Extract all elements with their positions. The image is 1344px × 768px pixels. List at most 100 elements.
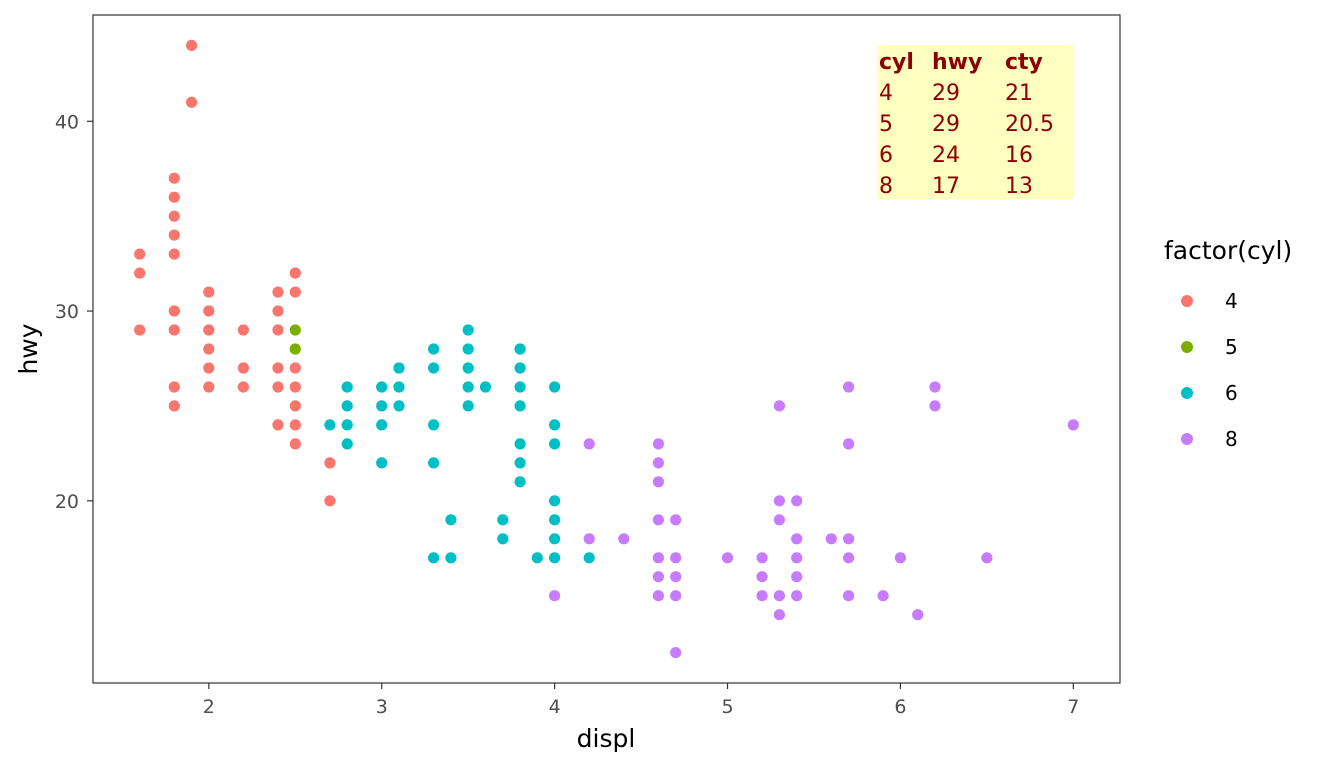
data-point-cyl-6 xyxy=(514,362,526,374)
data-point-cyl-8 xyxy=(670,571,682,583)
data-point-cyl-6 xyxy=(514,400,526,412)
table-cell: 21 xyxy=(1005,81,1033,106)
table-cell: 29 xyxy=(932,112,960,137)
table-cell: 8 xyxy=(879,174,893,199)
data-point-cyl-8 xyxy=(773,495,786,507)
data-point-cyl-8 xyxy=(670,552,682,564)
data-point-cyl-6 xyxy=(549,419,561,431)
data-point-cyl-6 xyxy=(341,419,353,431)
data-point-cyl-8 xyxy=(670,514,682,526)
table-header-cell: hwy xyxy=(932,50,982,75)
data-point-cyl-6 xyxy=(549,514,561,526)
annotation-table-background xyxy=(877,45,1074,199)
data-point-cyl-8 xyxy=(843,381,855,393)
data-point-cyl-6 xyxy=(549,495,561,507)
points-layer xyxy=(134,39,1079,659)
data-point-cyl-6 xyxy=(341,400,353,412)
data-point-cyl-4 xyxy=(272,381,284,393)
legend-label-8: 8 xyxy=(1225,427,1238,451)
x-tick-label: 5 xyxy=(721,696,733,718)
table-cell: 13 xyxy=(1005,174,1033,199)
data-point-cyl-4 xyxy=(289,362,301,374)
data-point-cyl-6 xyxy=(428,343,440,355)
data-point-cyl-4 xyxy=(203,324,215,336)
legend-key-4 xyxy=(1181,295,1193,307)
data-point-cyl-6 xyxy=(462,381,474,393)
y-tick-label: 20 xyxy=(55,491,79,513)
data-point-cyl-6 xyxy=(376,419,388,431)
data-point-cyl-4 xyxy=(186,96,198,108)
data-point-cyl-8 xyxy=(843,438,855,450)
data-point-cyl-8 xyxy=(670,647,682,659)
data-point-cyl-8 xyxy=(618,533,630,545)
data-point-cyl-8 xyxy=(652,438,665,450)
data-point-cyl-4 xyxy=(168,229,180,241)
data-point-cyl-8 xyxy=(670,590,682,602)
x-tick-label: 3 xyxy=(376,696,388,718)
data-point-cyl-6 xyxy=(393,381,405,393)
data-point-cyl-6 xyxy=(393,362,405,374)
data-point-cyl-8 xyxy=(843,533,855,545)
x-tick-label: 7 xyxy=(1067,696,1079,718)
data-point-cyl-4 xyxy=(203,381,215,393)
data-point-cyl-6 xyxy=(514,343,526,355)
data-point-cyl-4 xyxy=(237,362,249,374)
y-axis-title: hwy xyxy=(14,323,43,374)
data-point-cyl-6 xyxy=(445,514,457,526)
data-point-cyl-4 xyxy=(324,495,336,507)
data-point-cyl-6 xyxy=(341,438,353,450)
y-tick-label: 40 xyxy=(55,111,79,133)
data-point-cyl-5 xyxy=(289,324,301,336)
data-point-cyl-4 xyxy=(168,381,180,393)
data-point-cyl-8 xyxy=(843,590,855,602)
data-point-cyl-8 xyxy=(791,590,803,602)
table-cell: 5 xyxy=(879,112,893,137)
data-point-cyl-8 xyxy=(583,533,595,545)
data-point-cyl-8 xyxy=(894,552,907,564)
annotation-table: cyl hwy cty 4 29 21 5 29 20.5 6 24 16 8 17 13 xyxy=(877,45,1074,199)
data-point-cyl-8 xyxy=(1067,419,1079,431)
data-point-cyl-6 xyxy=(376,400,388,412)
data-point-cyl-6 xyxy=(428,552,440,564)
data-point-cyl-6 xyxy=(428,457,440,469)
x-axis-title: displ xyxy=(577,724,636,753)
data-point-cyl-4 xyxy=(168,210,180,222)
x-axis: 2 3 4 5 6 7 xyxy=(203,683,1079,718)
data-point-cyl-8 xyxy=(652,476,665,488)
data-point-cyl-4 xyxy=(168,191,180,203)
legend-label-6: 6 xyxy=(1225,381,1238,405)
data-point-cyl-8 xyxy=(929,400,941,412)
data-point-cyl-6 xyxy=(549,438,561,450)
data-point-cyl-6 xyxy=(549,552,561,564)
data-point-cyl-4 xyxy=(203,343,215,355)
legend-label-4: 4 xyxy=(1225,289,1238,313)
data-point-cyl-8 xyxy=(825,533,837,545)
y-tick-label: 30 xyxy=(55,301,79,323)
data-point-cyl-6 xyxy=(428,419,440,431)
data-point-cyl-8 xyxy=(756,590,768,602)
legend-key-6 xyxy=(1181,387,1193,399)
data-point-cyl-4 xyxy=(289,267,301,279)
table-cell: 6 xyxy=(879,143,893,168)
data-point-cyl-4 xyxy=(237,324,249,336)
data-point-cyl-4 xyxy=(134,248,146,260)
data-point-cyl-8 xyxy=(773,609,786,621)
data-point-cyl-4 xyxy=(134,267,146,279)
x-tick-label: 6 xyxy=(894,696,906,718)
data-point-cyl-8 xyxy=(756,571,768,583)
data-point-cyl-8 xyxy=(791,571,803,583)
data-point-cyl-4 xyxy=(168,305,180,317)
data-point-cyl-4 xyxy=(289,381,301,393)
legend-label-5: 5 xyxy=(1225,335,1238,359)
data-point-cyl-4 xyxy=(168,324,180,336)
data-point-cyl-4 xyxy=(272,305,284,317)
data-point-cyl-6 xyxy=(462,343,474,355)
data-point-cyl-6 xyxy=(341,381,353,393)
table-cell: 16 xyxy=(1005,143,1033,168)
data-point-cyl-6 xyxy=(376,381,388,393)
data-point-cyl-8 xyxy=(773,400,786,412)
data-point-cyl-4 xyxy=(272,419,284,431)
data-point-cyl-6 xyxy=(445,552,457,564)
table-header-cell: cty xyxy=(1005,50,1043,75)
